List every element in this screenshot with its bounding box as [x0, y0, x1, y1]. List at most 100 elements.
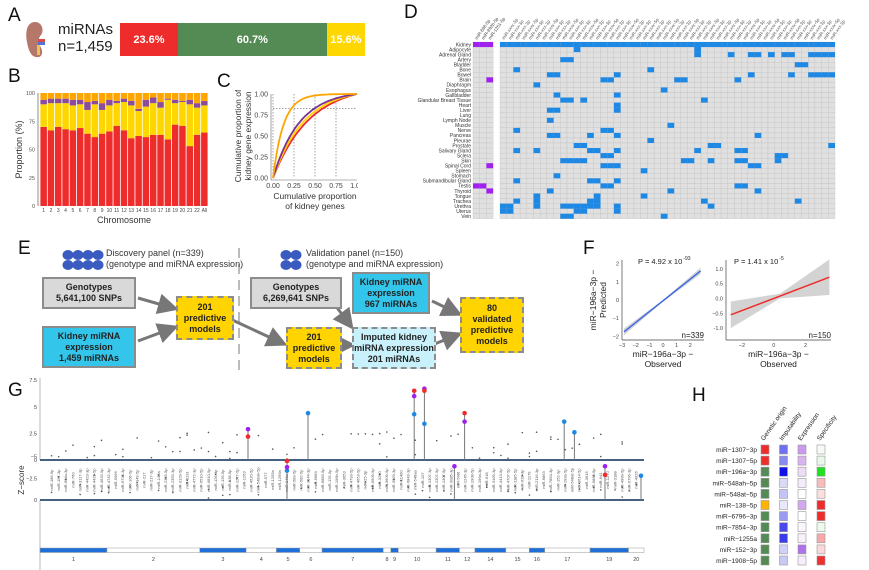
- heatmap-cell-on: [828, 52, 835, 58]
- data-point: [428, 496, 431, 499]
- heatmap-cell: [486, 203, 494, 209]
- heatmap-cell: [680, 137, 688, 144]
- heatmap-cell: [707, 67, 715, 73]
- heatmap-cell: [814, 188, 822, 194]
- heatmap-cell: [660, 132, 668, 139]
- heatmap-cell: [734, 152, 742, 159]
- heatmap-cell: [640, 152, 648, 159]
- heatmap-cell: [540, 178, 548, 184]
- heatmap-cell: [828, 92, 836, 98]
- heatmap-cell: [513, 87, 521, 93]
- heatmap-cell: [553, 142, 561, 149]
- heatmap-cell: [660, 46, 668, 53]
- heatmap-cell: [472, 127, 480, 134]
- heatmap-cell: [828, 67, 836, 73]
- heatmap-cell: [828, 152, 836, 159]
- heatmap-cell: [814, 157, 822, 164]
- heatmap-cell: [533, 102, 541, 108]
- heatmap-cell: [513, 168, 521, 174]
- heatmap-cell: [767, 137, 775, 144]
- heatmap-cell: [586, 188, 594, 194]
- chromosome-segment: [39, 547, 108, 553]
- mirna-label: miR-6726-3p: [120, 468, 125, 492]
- data-point: [507, 457, 509, 459]
- heatmap-cell: [747, 82, 755, 88]
- data-point: [79, 493, 81, 496]
- heatmap-cell: [734, 72, 742, 78]
- heatmap-cell: [808, 208, 816, 214]
- heatmap-cell: [506, 142, 514, 149]
- heatmap-cell: [734, 208, 742, 214]
- property-cell: [760, 511, 770, 521]
- heatmap-cell: [680, 122, 688, 129]
- heatmap-cell: [741, 62, 749, 68]
- heatmap-cell: [593, 107, 601, 113]
- heatmap-cell: [794, 208, 802, 214]
- heatmap-cell-on: [533, 148, 541, 154]
- row-label: miR−1908−5p: [716, 558, 757, 565]
- heatmap-row-label: Artery: [458, 57, 472, 63]
- heatmap-cell: [808, 137, 816, 144]
- bar-purple: [69, 99, 77, 106]
- data-point: [535, 431, 538, 434]
- heatmap-cell: [761, 132, 769, 139]
- bar-purple: [62, 98, 69, 104]
- y-tick-label: 7.5: [29, 378, 37, 384]
- x-tick-label: 22: [194, 208, 200, 214]
- heatmap-cell: [647, 92, 655, 98]
- heatmap-cell: [499, 122, 507, 129]
- heatmap-cell: [787, 122, 795, 129]
- heatmap-cell: [660, 82, 668, 88]
- heatmap-cell: [700, 132, 708, 139]
- heatmap-cell: [653, 178, 661, 184]
- heatmap-cell: [653, 137, 661, 144]
- heatmap-cell: [794, 57, 802, 63]
- heatmap-cell: [607, 46, 615, 53]
- heatmap-cell: [794, 117, 802, 123]
- data-point: [564, 448, 566, 451]
- heatmap-cell: [620, 72, 628, 78]
- heatmap-cell: [506, 173, 514, 179]
- heatmap-cell: [640, 208, 648, 214]
- heatmap-cell: [821, 117, 829, 123]
- heatmap-cell: [553, 82, 561, 88]
- heatmap-cell: [546, 198, 554, 204]
- highlighted-point: [602, 472, 608, 478]
- data-point: [164, 445, 167, 448]
- heatmap-cell: [647, 107, 655, 113]
- heatmap-cell: [734, 213, 742, 219]
- heatmap-cell: [593, 102, 601, 108]
- heatmap-cell: [546, 213, 554, 219]
- heatmap-cell: [767, 97, 775, 103]
- heatmap-cell-on: [634, 42, 641, 48]
- data-point: [314, 438, 317, 440]
- y-tick-label: 1.00: [254, 92, 268, 99]
- data-point: [393, 437, 395, 439]
- heatmap-cell: [627, 62, 635, 68]
- heatmap-cell-on: [607, 42, 614, 48]
- heatmap-cell: [519, 72, 527, 78]
- property-cell: [816, 455, 826, 466]
- heatmap-cell: [747, 183, 755, 189]
- heatmap-cell: [620, 152, 628, 159]
- heatmap-cell: [486, 51, 494, 58]
- data-point: [521, 431, 524, 434]
- heatmap-cell: [640, 203, 648, 209]
- heatmap-cell: [754, 102, 762, 108]
- heatmap-cell: [660, 97, 668, 103]
- heatmap-cell: [620, 57, 628, 63]
- heatmap-cell: [687, 178, 695, 184]
- heatmap-cell: [540, 62, 548, 68]
- data-point: [478, 457, 481, 459]
- row-label: miR−1307−5p: [716, 458, 757, 465]
- heatmap-cell: [486, 213, 494, 219]
- heatmap-cell: [767, 168, 775, 174]
- highlighted-point: [411, 388, 417, 394]
- mirna-label: miR-3200: [377, 471, 382, 489]
- heatmap-cell: [787, 97, 795, 103]
- heatmap-cell: [472, 137, 480, 144]
- heatmap-cell: [566, 72, 574, 78]
- heatmap-cell-on: [600, 127, 608, 133]
- chromosome-label: 12: [464, 557, 470, 563]
- x-tick-label: 7: [86, 208, 89, 214]
